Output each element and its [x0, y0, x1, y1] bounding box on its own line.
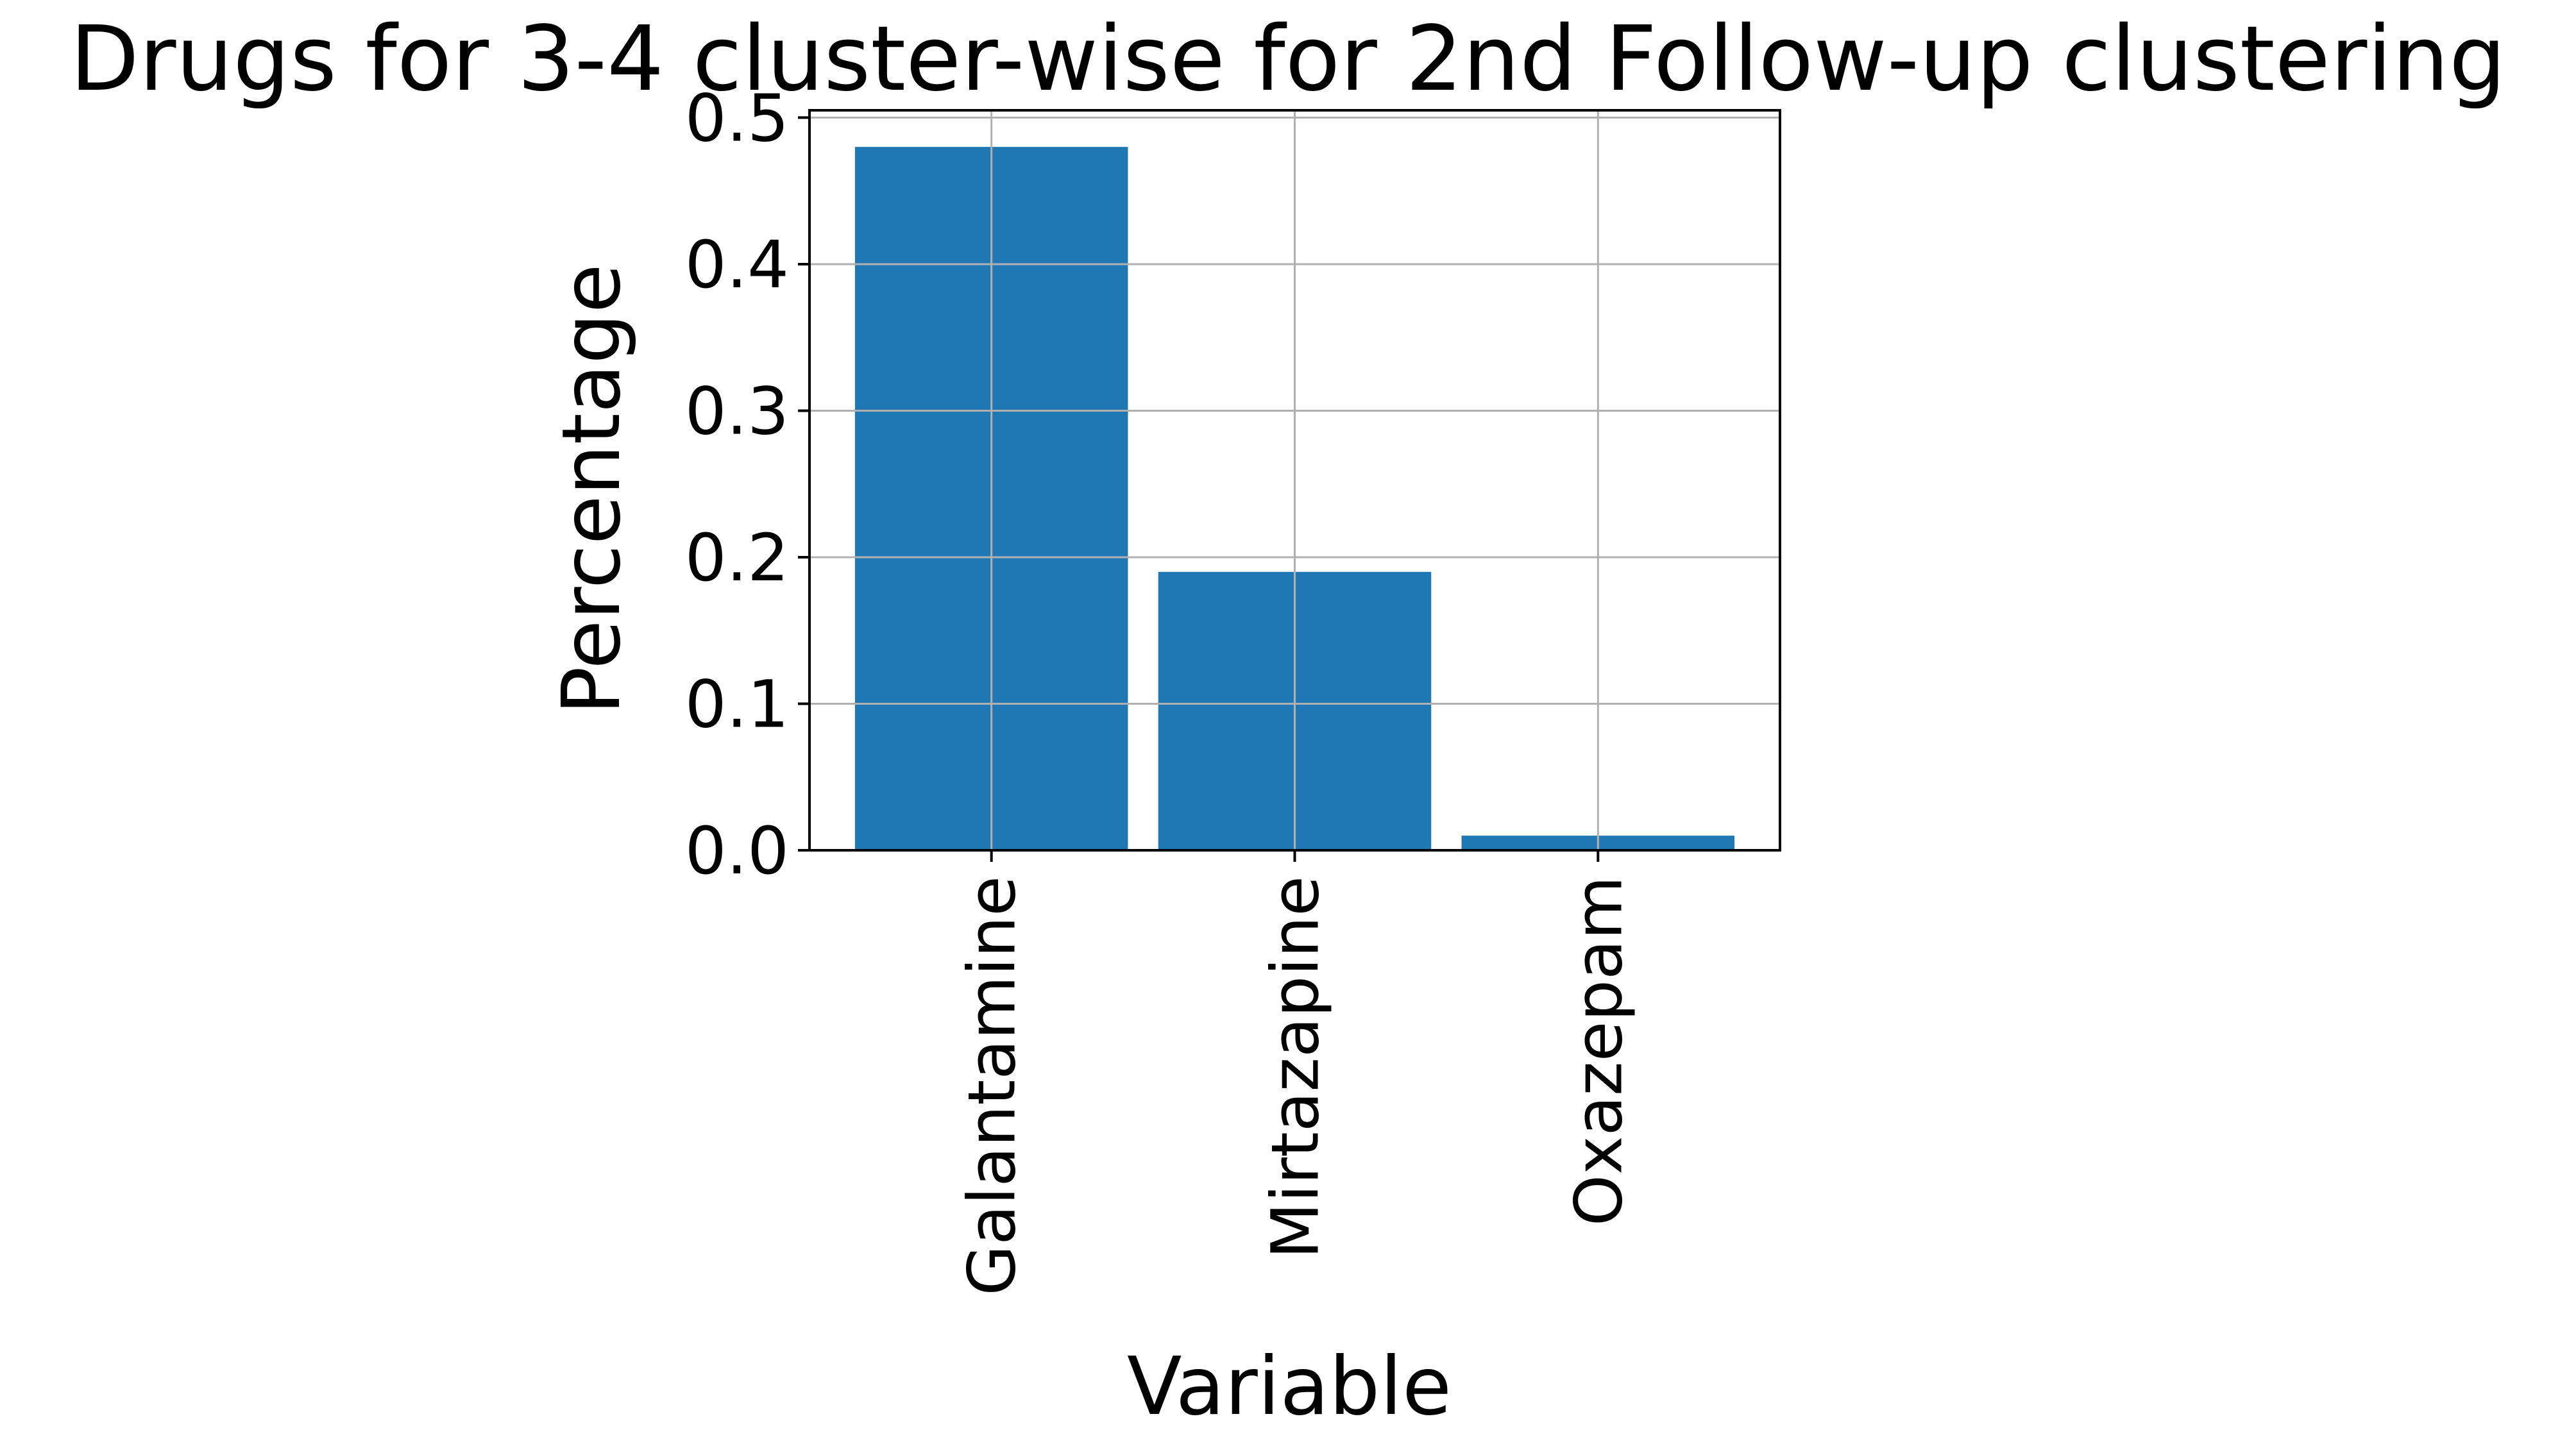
ticks-layer: 0.0 0.1 0.2 0.3 0.4 0.5 Galantamine Mirtazapine… [685, 80, 1638, 1295]
y-tick-label: 0.1 [685, 666, 789, 743]
plot-area-frame [808, 109, 1781, 852]
y-axis-label: Percentage [545, 264, 638, 714]
y-tick-label: 0.4 [685, 227, 789, 303]
x-axis-label: Variable [1127, 1340, 1452, 1433]
chart-title: Drugs for 3-4 cluster-wise for 2nd Follo… [70, 7, 2506, 112]
x-tick-label-galantamine: Galantamine [954, 876, 1031, 1296]
y-tick-label: 0.5 [685, 80, 789, 156]
gridlines-front [809, 110, 1780, 852]
x-tick-label-mirtazapine: Mirtazapine [1258, 876, 1334, 1259]
y-tick-label: 0.0 [685, 813, 789, 889]
y-tick-label: 0.2 [685, 520, 789, 596]
y-tick-label: 0.3 [685, 373, 789, 450]
x-tick-label-oxazepam: Oxazepam [1561, 876, 1637, 1226]
